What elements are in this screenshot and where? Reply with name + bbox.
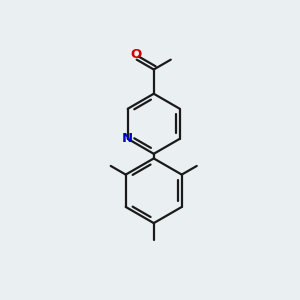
Text: O: O (130, 48, 142, 61)
Text: N: N (122, 132, 133, 145)
